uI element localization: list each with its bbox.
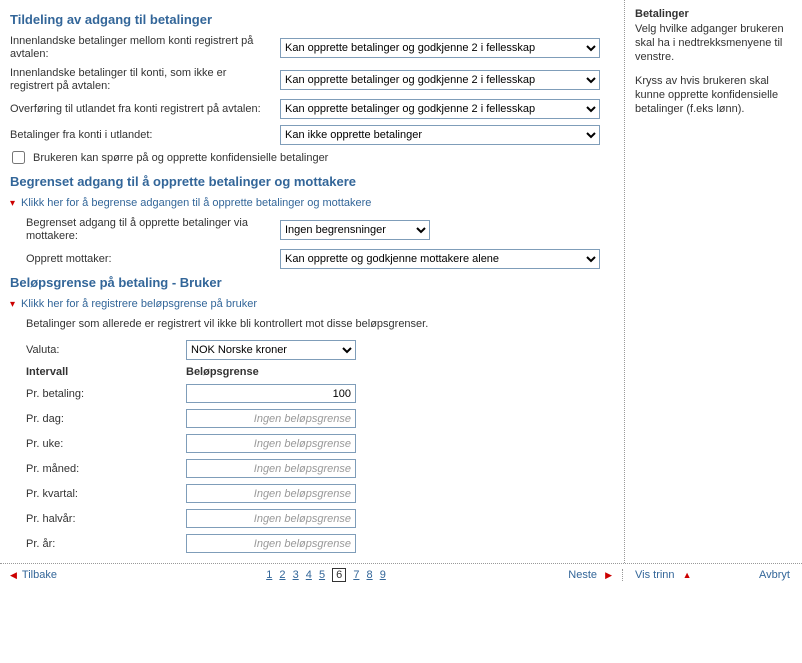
side-panel: Betalinger Velg hvilke adganger brukeren… <box>625 0 800 563</box>
limit-label: Pr. uke: <box>26 438 186 450</box>
page-link-9[interactable]: 9 <box>380 569 386 581</box>
triangle-right-icon: ▶ <box>605 570 612 580</box>
payment-label-2: Overføring til utlandet fra konti regist… <box>10 103 280 116</box>
limit-label: Pr. måned: <box>26 463 186 475</box>
limit-row: Pr. halvår: <box>26 509 614 528</box>
currency-label: Valuta: <box>26 344 186 356</box>
payment-select-2[interactable]: Kan opprette betalinger og godkjenne 2 i… <box>280 99 600 119</box>
section1-title: Tildeling av adgang til betalinger <box>10 12 614 27</box>
page-link-3[interactable]: 3 <box>293 569 299 581</box>
limit-row: Pr. dag: <box>26 409 614 428</box>
restrict-select-1[interactable]: Ingen begrensninger <box>280 220 430 240</box>
side-title: Betalinger <box>635 8 790 20</box>
section3-expand-text: Klikk her for å registrere beløpsgrense … <box>21 298 257 310</box>
triangle-up-icon: ▲ <box>683 570 692 580</box>
side-p2: Kryss av hvis brukeren skal kunne oppret… <box>635 74 790 116</box>
page-link-7[interactable]: 7 <box>353 569 359 581</box>
payment-row-0: Innenlandske betalinger mellom konti reg… <box>10 35 614 61</box>
section3-expand[interactable]: ▾ Klikk her for å registrere beløpsgrens… <box>10 298 614 310</box>
section2-title: Begrenset adgang til å opprette betaling… <box>10 174 614 189</box>
limit-row: Pr. måned: <box>26 459 614 478</box>
limit-label: Pr. halvår: <box>26 513 186 525</box>
limit-row: Pr. betaling: <box>26 384 614 403</box>
restrict-label-2: Opprett mottaker: <box>26 253 280 266</box>
page-link-6[interactable]: 6 <box>332 568 346 582</box>
currency-select[interactable]: NOK Norske kroner <box>186 340 356 360</box>
pager: 1 2 3 4 5 6 7 8 9 <box>140 569 512 581</box>
confidential-row: Brukeren kan spørre på og opprette konfi… <box>10 151 614 164</box>
payment-select-1[interactable]: Kan opprette betalinger og godkjenne 2 i… <box>280 70 600 90</box>
payment-select-0[interactable]: Kan opprette betalinger og godkjenne 2 i… <box>280 38 600 58</box>
show-steps-link[interactable]: Vis trinn <box>635 569 675 581</box>
limit-row: Pr. uke: <box>26 434 614 453</box>
payment-label-0: Innenlandske betalinger mellom konti reg… <box>10 35 280 61</box>
footer: ◀ Tilbake 1 2 3 4 5 6 7 8 9 Neste ▶ Vis … <box>0 563 802 587</box>
restrict-row-2: Opprett mottaker: Kan opprette og godkje… <box>26 249 614 269</box>
limit-input-2[interactable] <box>186 434 356 453</box>
chevron-down-icon: ▾ <box>10 299 15 310</box>
limit-input-1[interactable] <box>186 409 356 428</box>
payment-row-1: Innenlandske betalinger til konti, som i… <box>10 67 614 93</box>
limit-input-0[interactable] <box>186 384 356 403</box>
payment-select-3[interactable]: Kan ikke opprette betalinger <box>280 125 600 145</box>
section2-expand-text: Klikk her for å begrense adgangen til å … <box>21 197 371 209</box>
back-link[interactable]: Tilbake <box>22 569 57 581</box>
page-link-4[interactable]: 4 <box>306 569 312 581</box>
limit-label: Pr. år: <box>26 538 186 550</box>
payment-row-3: Betalinger fra konti i utlandet: Kan ikk… <box>10 125 614 145</box>
limit-row: Pr. kvartal: <box>26 484 614 503</box>
cancel-link[interactable]: Avbryt <box>759 569 790 581</box>
limit-label: Pr. kvartal: <box>26 488 186 500</box>
section2-expand[interactable]: ▾ Klikk her for å begrense adgangen til … <box>10 197 614 209</box>
limit-input-4[interactable] <box>186 484 356 503</box>
limit-label: Pr. betaling: <box>26 388 186 400</box>
limit-col2: Beløpsgrense <box>186 366 259 378</box>
page-link-5[interactable]: 5 <box>319 569 325 581</box>
page-link-2[interactable]: 2 <box>279 569 285 581</box>
limit-input-5[interactable] <box>186 509 356 528</box>
restrict-row-1: Begrenset adgang til å opprette betaling… <box>26 217 614 243</box>
page-link-8[interactable]: 8 <box>367 569 373 581</box>
payment-row-2: Overføring til utlandet fra konti regist… <box>10 99 614 119</box>
side-p1: Velg hvilke adganger brukeren skal ha i … <box>635 22 790 64</box>
limit-input-6[interactable] <box>186 534 356 553</box>
payment-label-3: Betalinger fra konti i utlandet: <box>10 129 280 142</box>
limit-header: Intervall Beløpsgrense <box>26 366 614 378</box>
limit-input-3[interactable] <box>186 459 356 478</box>
restrict-label-1: Begrenset adgang til å opprette betaling… <box>26 217 280 243</box>
next-link[interactable]: Neste <box>568 569 597 581</box>
limit-col1: Intervall <box>26 366 186 378</box>
triangle-left-icon: ◀ <box>10 570 17 581</box>
confidential-checkbox[interactable] <box>12 151 25 164</box>
limit-row: Pr. år: <box>26 534 614 553</box>
section3-info: Betalinger som allerede er registrert vi… <box>26 318 614 330</box>
currency-row: Valuta: NOK Norske kroner <box>26 340 614 360</box>
page-link-1[interactable]: 1 <box>266 569 272 581</box>
payment-label-1: Innenlandske betalinger til konti, som i… <box>10 67 280 93</box>
main-panel: Tildeling av adgang til betalinger Innen… <box>0 0 625 563</box>
limit-label: Pr. dag: <box>26 413 186 425</box>
restrict-select-2[interactable]: Kan opprette og godkjenne mottakere alen… <box>280 249 600 269</box>
confidential-label: Brukeren kan spørre på og opprette konfi… <box>33 152 328 164</box>
section3-title: Beløpsgrense på betaling - Bruker <box>10 275 614 290</box>
chevron-down-icon: ▾ <box>10 198 15 209</box>
